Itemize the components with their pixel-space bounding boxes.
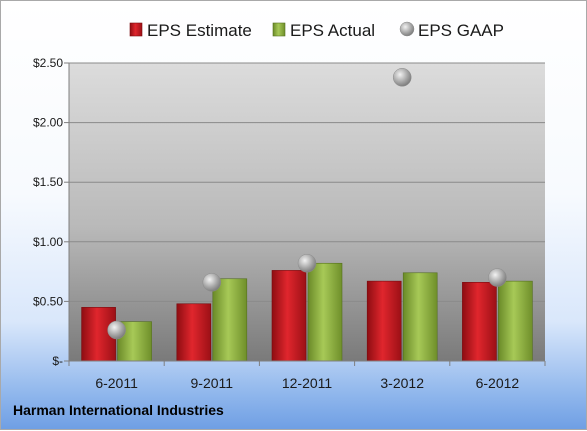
gaap-point	[488, 268, 507, 287]
gaap-point	[202, 273, 222, 292]
gaap-point	[297, 254, 317, 273]
y-tick-label: $2.50	[33, 56, 63, 70]
estimate-bar	[271, 270, 307, 362]
estimate-bar	[462, 282, 497, 362]
bars	[81, 262, 533, 362]
y-tick-label: $2.00	[33, 116, 63, 130]
x-tick-label: 12-2011	[282, 375, 333, 391]
legend-swatch	[399, 21, 415, 37]
legend: EPS Estimate EPS Actual EPS GAAP	[129, 21, 504, 40]
gaap-point	[107, 320, 126, 340]
x-tick-label: 9-2011	[191, 375, 234, 391]
legend-swatch	[129, 22, 143, 37]
gaap-points	[107, 68, 507, 340]
company-name: Harman International Industries	[13, 402, 224, 418]
estimate-bar	[176, 303, 212, 362]
legend-label: EPS Estimate	[147, 21, 252, 40]
y-axis: $- $0.50 $1.00 $1.50 $2.00 $2.50	[33, 56, 70, 368]
x-tick-label: 3-2012	[380, 375, 424, 391]
gaap-point	[392, 68, 412, 87]
y-tick-label: $-	[52, 354, 63, 368]
actual-bar	[402, 272, 438, 362]
actual-bar	[307, 262, 343, 362]
estimate-bar	[366, 280, 402, 362]
legend-swatch	[272, 22, 286, 37]
actual-bar	[212, 278, 248, 362]
x-tick-label: 6-2011	[95, 375, 138, 391]
y-tick-label: $1.50	[33, 175, 63, 189]
y-tick-label: $0.50	[33, 294, 63, 308]
x-axis: 6-2011 9-2011 12-2011 3-2012 6-2012	[68, 360, 546, 391]
legend-label: EPS GAAP	[418, 21, 504, 40]
actual-bar	[498, 280, 533, 362]
y-tick-label: $1.00	[33, 235, 63, 249]
legend-label: EPS Actual	[290, 21, 375, 40]
x-tick-label: 6-2012	[476, 375, 520, 391]
